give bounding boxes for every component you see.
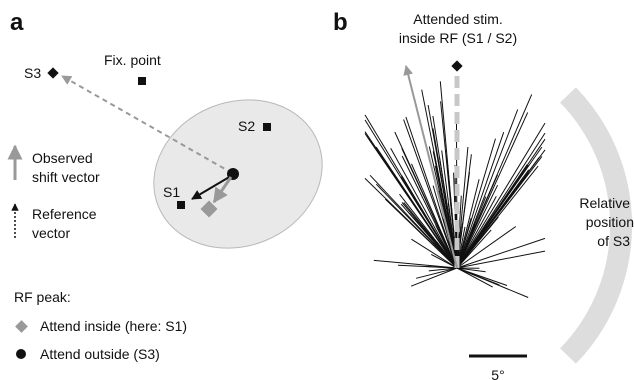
- legend-attend-outside-icon: [16, 349, 26, 359]
- attended-stim-marker: [451, 60, 463, 72]
- shift-vector-line: [456, 94, 533, 269]
- shift-vector-line: [405, 116, 458, 269]
- fix-point-marker: [138, 77, 146, 85]
- s2-marker: [263, 123, 271, 131]
- s3-marker: [47, 67, 59, 79]
- shift-vector-line: [456, 196, 497, 269]
- panel-b-letter: b: [333, 9, 348, 36]
- shift-vector-line: [411, 163, 458, 269]
- s1-marker: [177, 201, 185, 209]
- shift-vector-line: [390, 148, 458, 269]
- mean-observed-shift-arrow: [403, 65, 458, 269]
- legend-attend-inside-label: Attend inside (here: S1): [40, 318, 187, 334]
- shift-vector-line: [456, 132, 505, 269]
- shift-vector-line: [410, 267, 458, 287]
- observed-shift-vector-arrow: [212, 176, 233, 204]
- shift-vector-line: [456, 122, 546, 269]
- legend-observed-line1: Observed: [32, 150, 93, 166]
- shift-vector-line: [400, 176, 458, 269]
- shift-vector-line: [456, 184, 499, 269]
- shift-vector-line: [411, 238, 458, 269]
- rf-peak-attend-inside: [200, 200, 218, 218]
- shift-vector-line: [375, 146, 458, 269]
- shift-vector-line: [456, 229, 492, 269]
- legend-observed-line2: shift vector: [32, 169, 100, 185]
- shift-vector-line: [456, 132, 546, 269]
- reference-vector-arrow: [191, 175, 232, 200]
- shift-vector-line: [400, 203, 458, 269]
- s3-label: S3: [24, 65, 41, 81]
- relative-position-line2: position: [586, 214, 634, 230]
- fix-point-label: Fix. point: [104, 52, 161, 68]
- legend-attend-outside-label: Attend outside (S3): [40, 346, 160, 362]
- shift-vector-line: [428, 267, 458, 272]
- shift-vector-line: [454, 165, 458, 269]
- shift-vector-line: [373, 259, 458, 269]
- shift-vector-line: [456, 109, 519, 269]
- legend-reference-line2: vector: [32, 225, 70, 241]
- shift-vector-line: [456, 267, 500, 286]
- shift-vector-line: [456, 267, 493, 288]
- shift-vector-line: [456, 237, 546, 269]
- panel-a-letter: a: [10, 9, 24, 36]
- shift-vector-line: [456, 179, 480, 269]
- shift-vector-line: [456, 138, 496, 269]
- relative-position-line1: Relative: [579, 195, 630, 211]
- relative-position-line3: of S3: [597, 233, 630, 249]
- s2-label: S2: [238, 118, 255, 134]
- attended-stim-line1: Attended stim.: [413, 11, 503, 27]
- attended-stim-line2: inside RF (S1 / S2): [399, 30, 517, 46]
- shift-vector-line: [401, 155, 458, 269]
- shift-vector-line: [430, 253, 458, 269]
- shift-vector-line: [456, 250, 546, 269]
- rf-peak-legend-title: RF peak:: [14, 289, 71, 305]
- scale-bar-label: 5°: [491, 367, 504, 380]
- shift-vector-line: [421, 89, 458, 269]
- legend-attend-inside-icon: [15, 320, 28, 333]
- s1-label: S1: [163, 184, 180, 200]
- shift-vector-line: [456, 267, 486, 273]
- shift-vector-line: [364, 178, 458, 269]
- relative-position-arc: [560, 87, 633, 364]
- shift-vector-line: [456, 165, 539, 269]
- shift-vector-line: [456, 149, 546, 269]
- legend-reference-line1: Reference: [32, 206, 97, 222]
- shift-vector-line: [415, 267, 458, 279]
- shift-vector-line: [456, 226, 517, 269]
- observed-shift-vector-dashed: [61, 75, 233, 174]
